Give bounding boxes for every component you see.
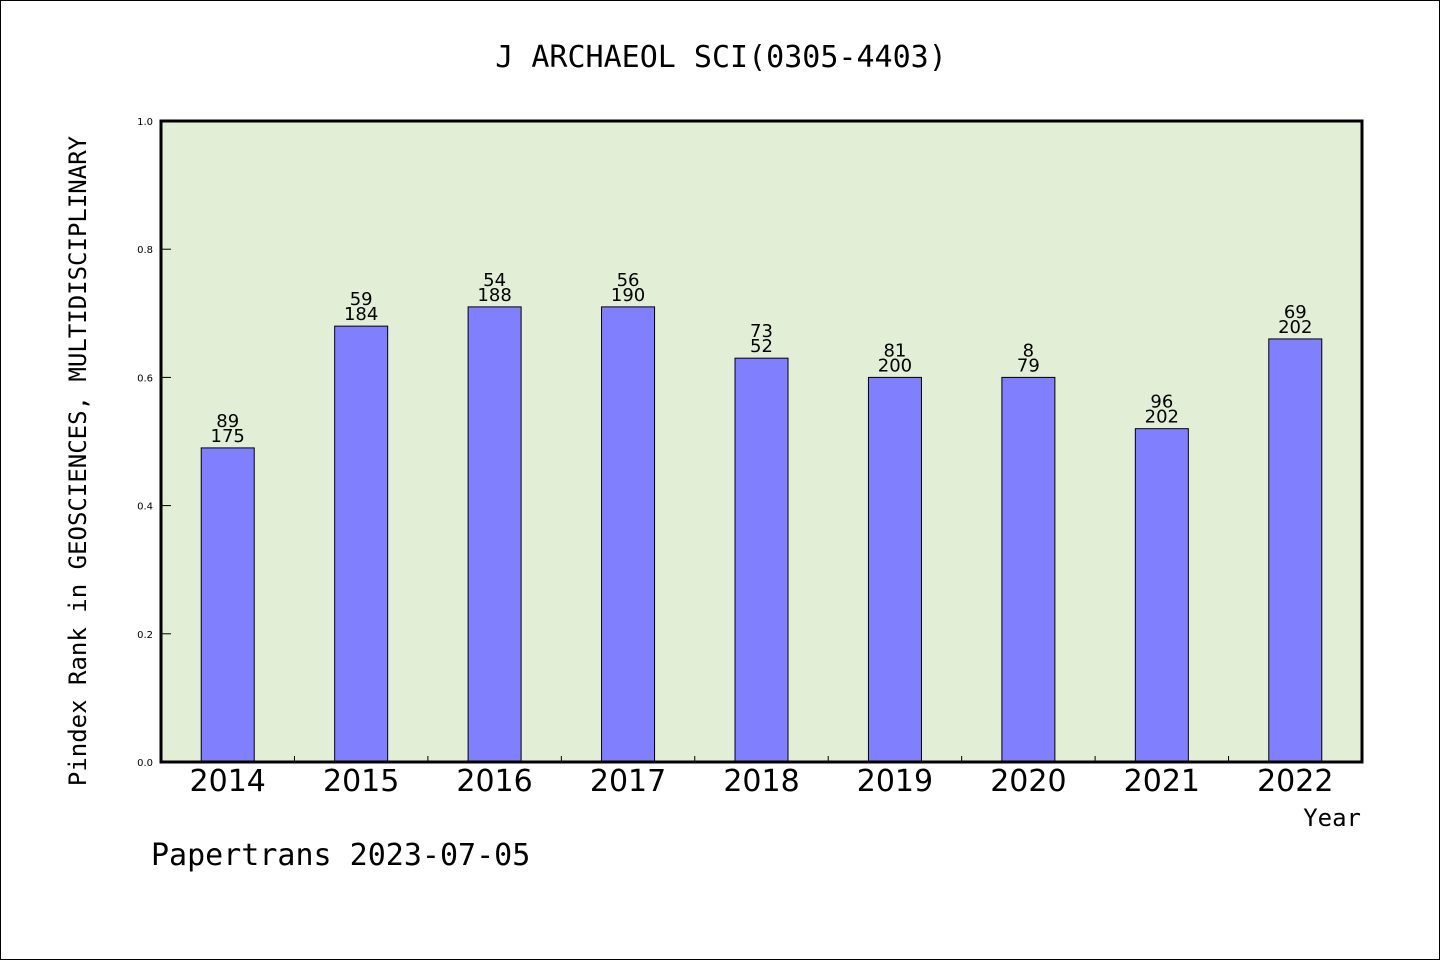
x-tick-label: 2017 <box>590 764 666 799</box>
bar-label-top: 54 <box>483 270 506 291</box>
footer-credit: Papertrans 2023-07-05 <box>151 838 530 873</box>
x-tick-label: 2019 <box>857 764 933 799</box>
plot-border <box>159 119 1364 764</box>
x-tick-label: 2015 <box>323 764 399 799</box>
bar-2020 <box>1001 376 1056 763</box>
bars <box>200 306 1323 763</box>
bar-label-bottom: 52 <box>750 336 773 357</box>
bar-label-top: 69 <box>1284 302 1307 323</box>
x-axis-label: Year <box>1303 804 1361 832</box>
bar-2016 <box>467 306 522 763</box>
y-tick-label: 1.0 <box>137 117 153 128</box>
bar-2022 <box>1268 338 1323 763</box>
bar-label-bottom: 188 <box>477 285 511 306</box>
bar-label-top: 59 <box>350 289 373 310</box>
y-tick-label: 0.4 <box>137 502 153 513</box>
bar-2015 <box>334 325 389 763</box>
x-tick-label: 2022 <box>1257 764 1333 799</box>
bar-2018 <box>734 357 789 763</box>
x-tick-label: 2016 <box>456 764 532 799</box>
x-tick-label: 2018 <box>723 764 799 799</box>
y-tick-label: 0.8 <box>137 245 153 256</box>
bar-label-bottom: 79 <box>1017 355 1040 376</box>
x-tick-label: 2021 <box>1124 764 1200 799</box>
y-tick-label: 0.2 <box>137 630 153 641</box>
bar-2014 <box>200 447 255 763</box>
bar-2017 <box>601 306 656 763</box>
bar-label-bottom: 175 <box>211 426 245 447</box>
bar-label-top: 73 <box>750 321 773 342</box>
bar-label-top: 96 <box>1150 392 1173 413</box>
bar-label-top: 81 <box>883 340 906 361</box>
bar-label-top: 8 <box>1023 340 1034 361</box>
chart-title: J ARCHAEOL SCI(0305-4403) <box>495 40 947 75</box>
bar-label-top: 89 <box>216 411 239 432</box>
y-axis-label: Pindex Rank in GEOSCIENCES, MULTIDISCIPL… <box>64 135 92 786</box>
bar-label-bottom: 190 <box>611 285 645 306</box>
x-tick-label: 2020 <box>990 764 1066 799</box>
bar-2019 <box>867 376 922 763</box>
x-tick-label: 2014 <box>190 764 266 799</box>
bar-label-bottom: 184 <box>344 304 378 325</box>
bar-label-top: 56 <box>617 270 640 291</box>
y-tick-label: 0.0 <box>137 758 153 769</box>
bar-label-bottom: 202 <box>1278 317 1312 338</box>
bar-label-bottom: 200 <box>878 355 912 376</box>
bar-label-bottom: 202 <box>1145 407 1179 428</box>
y-tick-label: 0.6 <box>137 373 153 384</box>
x-axis: 2014 2015 2016 2017 2018 2019 2020 2021 2022 <box>190 756 1333 799</box>
bar-2021 <box>1134 428 1189 763</box>
